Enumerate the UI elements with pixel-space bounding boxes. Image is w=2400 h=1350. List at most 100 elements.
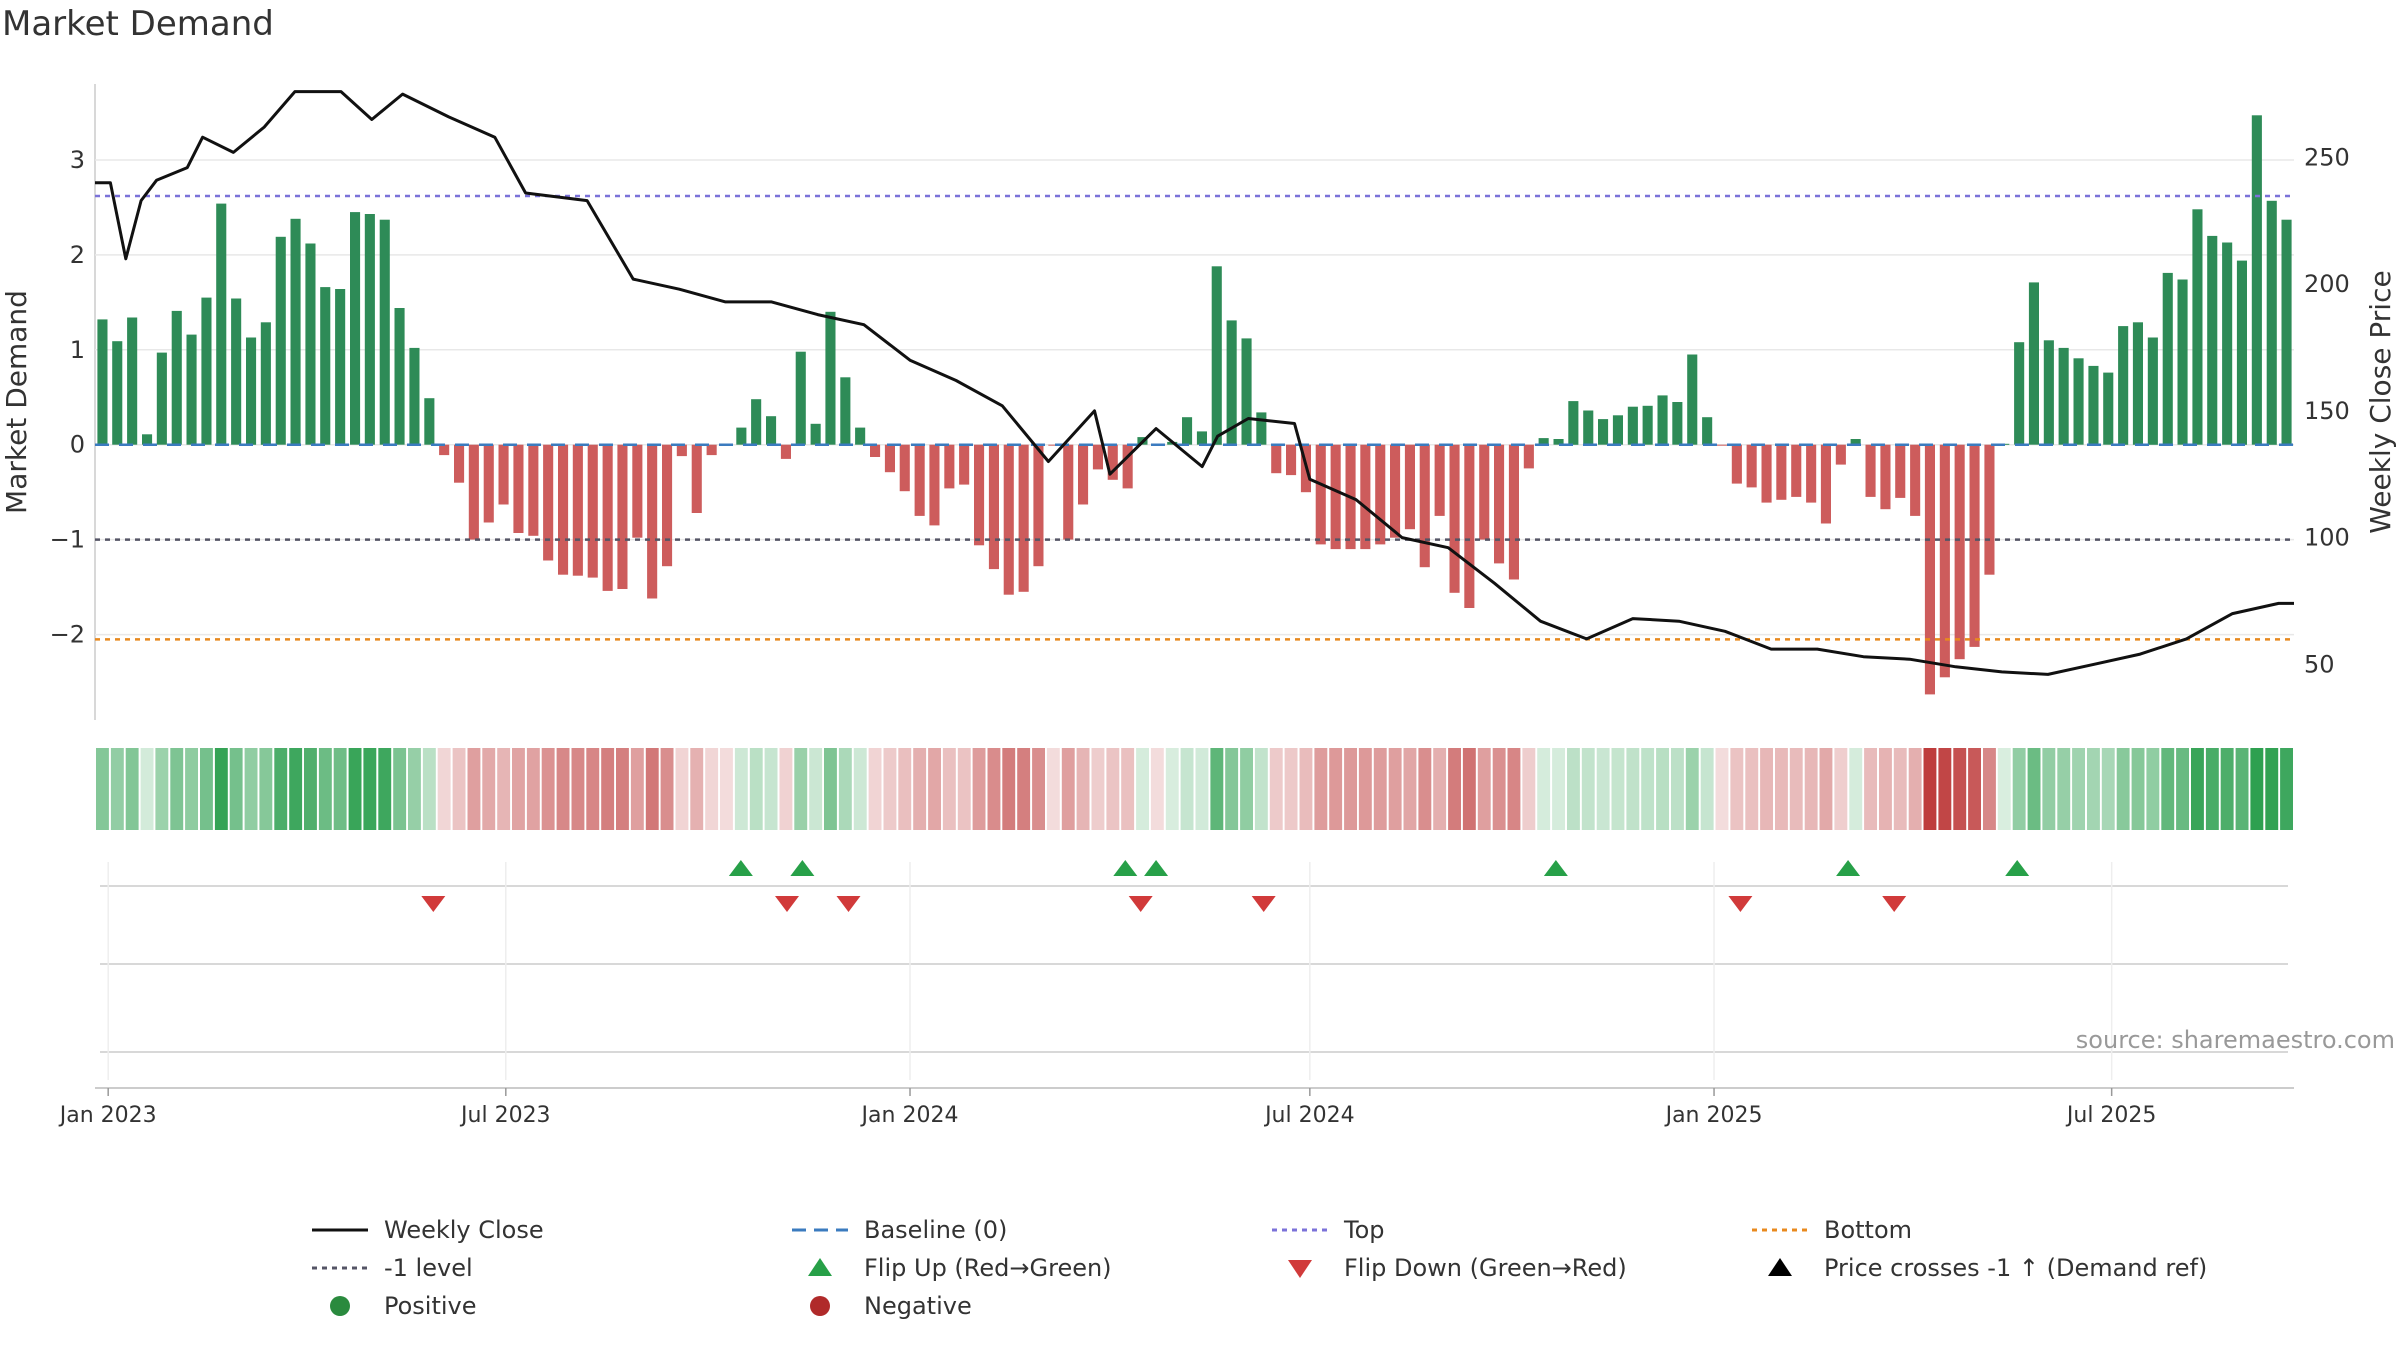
demand-strip-cell — [809, 748, 823, 830]
demand-strip-cell — [1671, 748, 1684, 830]
demand-strip-cell — [883, 748, 897, 830]
demand-strip-cell — [274, 748, 288, 830]
demand-bar — [1107, 444, 1118, 480]
demand-strip-cell — [140, 748, 154, 830]
demand-bar — [186, 334, 197, 445]
demand-bar — [468, 444, 479, 540]
demand-strip-cell — [1804, 748, 1818, 830]
demand-strip-cell — [1121, 748, 1135, 830]
demand-bar — [1241, 338, 1252, 445]
demand-strip-cell — [928, 748, 941, 830]
demand-strip-cell — [1358, 748, 1372, 830]
demand-strip-cell — [2146, 748, 2160, 830]
demand-strip-cell — [2042, 748, 2056, 830]
demand-strip-cell — [749, 748, 763, 830]
demand-bar — [1330, 444, 1341, 550]
demand-strip-cell — [1775, 748, 1788, 830]
demand-bar — [1954, 444, 1965, 660]
demand-strip-cell — [1492, 748, 1506, 830]
demand-bar — [870, 444, 881, 457]
demand-bar — [1434, 444, 1445, 516]
demand-strip-cell — [838, 748, 852, 830]
demand-bar — [1538, 438, 1549, 445]
demand-bar — [2281, 219, 2292, 445]
demand-strip-cell — [244, 748, 258, 830]
demand-strip-cell — [824, 748, 837, 830]
demand-strip-cell — [779, 748, 793, 830]
demand-strip-cell — [616, 748, 629, 830]
right-axis-title: Weekly Close Price — [2364, 270, 2397, 533]
demand-strip-cell — [1150, 748, 1164, 830]
demand-bar — [1835, 444, 1846, 465]
demand-strip-cell — [2101, 748, 2115, 830]
demand-bar — [884, 444, 895, 473]
legend-weekly-close: Weekly Close — [310, 1216, 544, 1244]
demand-bar — [231, 298, 242, 445]
legend-baseline: Baseline (0) — [790, 1216, 1007, 1244]
demand-bar — [1553, 439, 1564, 445]
demand-bar — [914, 444, 925, 516]
demand-bar — [810, 423, 821, 445]
legend-positive-symbol — [330, 1296, 350, 1316]
legend-positive-label: Positive — [384, 1292, 477, 1320]
demand-strip-cell — [1299, 748, 1313, 830]
demand-strip-cell — [571, 748, 585, 830]
demand-strip-cell — [333, 748, 347, 830]
x-tick-label: Jul 2024 — [1263, 1103, 1355, 1128]
demand-bar — [290, 218, 301, 445]
demand-strip-cell — [1136, 748, 1149, 830]
demand-bar — [1048, 444, 1059, 446]
demand-bar — [2222, 242, 2233, 445]
demand-bar — [112, 341, 123, 445]
legend-weekly-close-symbol — [312, 1228, 368, 1232]
demand-strip-cell — [2176, 748, 2189, 830]
legend-bottom-label: Bottom — [1824, 1216, 1913, 1244]
legend-weekly-close-label: Weekly Close — [384, 1216, 544, 1244]
demand-strip-cell — [1254, 748, 1268, 830]
demand-strip-cell — [1388, 748, 1402, 830]
demand-strip-cell — [304, 748, 317, 830]
demand-strip-cell — [2131, 748, 2145, 830]
demand-bar — [602, 444, 613, 591]
demand-bar — [1182, 417, 1193, 445]
demand-bar — [2251, 115, 2262, 445]
demand-strip-cell — [96, 748, 109, 830]
demand-strip-cell — [2027, 748, 2041, 830]
demand-bar — [1063, 444, 1074, 540]
demand-strip-cell — [1076, 748, 1090, 830]
demand-strip-cell — [1046, 748, 1060, 830]
demand-bar — [1226, 320, 1237, 445]
demand-bar — [1880, 444, 1891, 510]
demand-strip-cell — [794, 748, 808, 830]
demand-bar — [543, 444, 554, 561]
demand-bar — [394, 308, 405, 445]
demand-bar — [944, 444, 955, 489]
demand-strip-cell — [1864, 748, 1877, 830]
demand-strip-cell — [2205, 748, 2219, 830]
demand-strip-cell — [987, 748, 1001, 830]
demand-strip-cell — [660, 748, 674, 830]
demand-bar — [1776, 444, 1787, 500]
demand-bar — [2043, 340, 2054, 445]
right-tick-label: 50 — [2304, 650, 2335, 678]
demand-strip-cell — [1760, 748, 1773, 830]
flip-down-marker — [1882, 896, 1907, 912]
demand-bar — [335, 289, 346, 445]
demand-strip-cell — [957, 748, 971, 830]
demand-strip-cell — [1596, 748, 1610, 830]
weekly-close-line — [95, 90, 2294, 676]
demand-bar — [1910, 444, 1921, 516]
demand-strip-cell — [110, 748, 124, 830]
left-axis-title: Market Demand — [0, 290, 33, 514]
demand-bar — [1791, 444, 1802, 497]
chart-title: Market Demand — [2, 4, 274, 44]
demand-bar — [751, 399, 762, 445]
flip-down-marker — [421, 896, 446, 912]
demand-strip-cell — [185, 748, 198, 830]
demand-strip-cell — [675, 748, 689, 830]
demand-strip-cell — [1730, 748, 1744, 830]
demand-bar — [379, 219, 390, 445]
demand-strip-cell — [1195, 748, 1209, 830]
legend-top-symbol — [1272, 1228, 1328, 1232]
